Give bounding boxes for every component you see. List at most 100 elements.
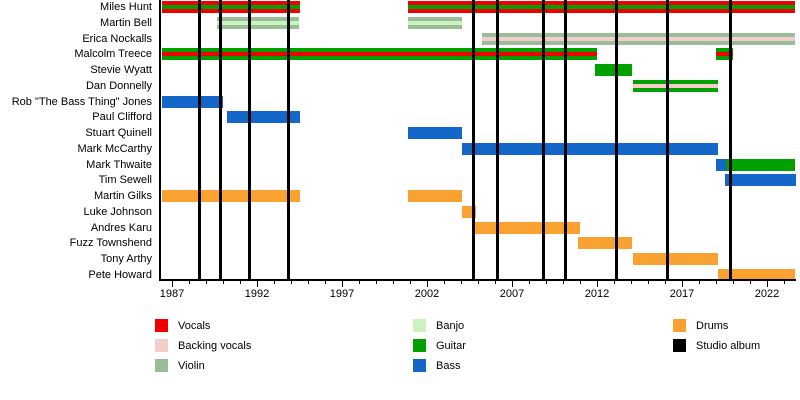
axis-minor-tick bbox=[308, 281, 309, 284]
member-label: Tim Sewell bbox=[98, 174, 152, 187]
bar-stripe-guitar bbox=[162, 48, 597, 52]
bar-stripe-guitar bbox=[716, 48, 733, 52]
legend-swatch-drums bbox=[673, 319, 686, 332]
studio-album-line bbox=[287, 0, 290, 279]
axis-minor-tick bbox=[189, 281, 190, 284]
axis-major-tick bbox=[342, 281, 343, 287]
axis-minor-tick bbox=[376, 281, 377, 284]
studio-album-line bbox=[198, 0, 201, 279]
timeline-bar bbox=[408, 127, 462, 139]
bar-stripe-drums bbox=[718, 269, 795, 281]
bar-stripe-violin bbox=[482, 33, 795, 37]
axis-minor-tick bbox=[733, 281, 734, 284]
axis-minor-tick bbox=[410, 281, 411, 284]
bar-stripe-bass bbox=[227, 111, 300, 123]
member-label: Dan Donnelly bbox=[85, 79, 152, 92]
bar-stripe-drums bbox=[408, 190, 462, 202]
legend-swatch-violin bbox=[155, 359, 168, 372]
legend-label: Studio album bbox=[696, 340, 761, 352]
axis-minor-tick bbox=[631, 281, 632, 284]
bar-stripe-guitar bbox=[162, 5, 300, 9]
axis-minor-tick bbox=[716, 281, 717, 284]
timeline-bar bbox=[726, 159, 795, 171]
axis-tick-label: 2007 bbox=[499, 288, 525, 300]
studio-album-line bbox=[666, 0, 669, 279]
studio-album-line bbox=[542, 0, 545, 279]
axis-major-tick bbox=[597, 281, 598, 287]
member-label: Luke Johnson bbox=[83, 205, 153, 218]
bar-stripe-guitar bbox=[716, 56, 733, 60]
bar-stripe-backing_vocals bbox=[633, 84, 718, 88]
bar-stripe-guitar bbox=[162, 56, 597, 60]
timeline-bar bbox=[408, 1, 795, 13]
bar-stripe-bass bbox=[462, 143, 718, 155]
axis-minor-tick bbox=[665, 281, 666, 284]
bar-stripe-guitar bbox=[633, 80, 718, 84]
timeline-bar bbox=[475, 222, 580, 234]
axis-minor-tick bbox=[784, 281, 785, 284]
member-label: Stevie Wyatt bbox=[90, 64, 152, 76]
timeline-bar bbox=[716, 48, 733, 60]
bar-stripe-guitar bbox=[726, 159, 795, 171]
bar-stripe-bass bbox=[716, 159, 726, 171]
timeline-bar bbox=[725, 174, 796, 186]
axis-major-tick bbox=[767, 281, 768, 287]
axis-major-tick bbox=[172, 281, 173, 287]
timeline-bar bbox=[482, 33, 795, 45]
bar-stripe-violin bbox=[217, 25, 299, 29]
legend-swatch-bass bbox=[413, 359, 426, 372]
axis-minor-tick bbox=[223, 281, 224, 284]
timeline-bar bbox=[162, 96, 223, 108]
member-label: Rob "The Bass Thing" Jones bbox=[11, 95, 152, 108]
axis-minor-tick bbox=[699, 281, 700, 284]
axis-minor-tick bbox=[546, 281, 547, 284]
axis-minor-tick bbox=[648, 281, 649, 284]
bar-stripe-drums bbox=[633, 253, 718, 265]
legend-label: Bass bbox=[436, 360, 461, 372]
axis-major-tick bbox=[257, 281, 258, 287]
bar-stripe-vocals bbox=[162, 9, 300, 13]
bar-stripe-bass bbox=[408, 127, 462, 139]
timeline-bar bbox=[716, 159, 726, 171]
axis-tick-label: 2017 bbox=[669, 288, 695, 300]
studio-album-line bbox=[615, 0, 618, 279]
x-axis-line bbox=[159, 279, 796, 281]
bar-stripe-banjo bbox=[408, 21, 462, 25]
axis-minor-tick bbox=[614, 281, 615, 284]
bar-stripe-violin bbox=[408, 25, 462, 29]
bar-stripe-drums bbox=[578, 237, 632, 249]
member-label: Paul Clifford bbox=[92, 111, 152, 124]
axis-minor-tick bbox=[325, 281, 326, 284]
studio-album-line bbox=[564, 0, 567, 279]
bar-stripe-vocals bbox=[408, 1, 795, 5]
bar-stripe-drums bbox=[162, 190, 300, 202]
timeline-bar bbox=[633, 253, 718, 265]
member-label: Miles Hunt bbox=[100, 1, 152, 13]
axis-minor-tick bbox=[359, 281, 360, 284]
member-label: Stuart Quinell bbox=[85, 127, 152, 139]
axis-major-tick bbox=[512, 281, 513, 287]
axis-tick-label: 2022 bbox=[754, 288, 780, 300]
timeline-bar bbox=[718, 269, 795, 281]
legend-label: Drums bbox=[696, 320, 729, 332]
legend-swatch-backing_vocals bbox=[155, 339, 168, 352]
studio-album-line bbox=[729, 0, 732, 279]
member-label: Mark Thwaite bbox=[86, 158, 152, 171]
timeline-bar bbox=[578, 237, 632, 249]
bar-stripe-vocals bbox=[162, 1, 300, 5]
axis-minor-tick bbox=[291, 281, 292, 284]
axis-minor-tick bbox=[274, 281, 275, 284]
bar-stripe-violin bbox=[482, 41, 795, 45]
axis-minor-tick bbox=[444, 281, 445, 284]
axis-major-tick bbox=[682, 281, 683, 287]
bar-stripe-banjo bbox=[217, 21, 299, 25]
studio-album-line bbox=[219, 0, 222, 279]
axis-minor-tick bbox=[206, 281, 207, 284]
timeline-bar bbox=[633, 80, 718, 92]
axis-minor-tick bbox=[750, 281, 751, 284]
legend-label: Backing vocals bbox=[178, 340, 252, 352]
timeline-bar bbox=[595, 64, 632, 76]
studio-album-line bbox=[496, 0, 499, 279]
member-label: Tony Arthy bbox=[100, 253, 152, 265]
bar-stripe-guitar bbox=[595, 64, 632, 76]
